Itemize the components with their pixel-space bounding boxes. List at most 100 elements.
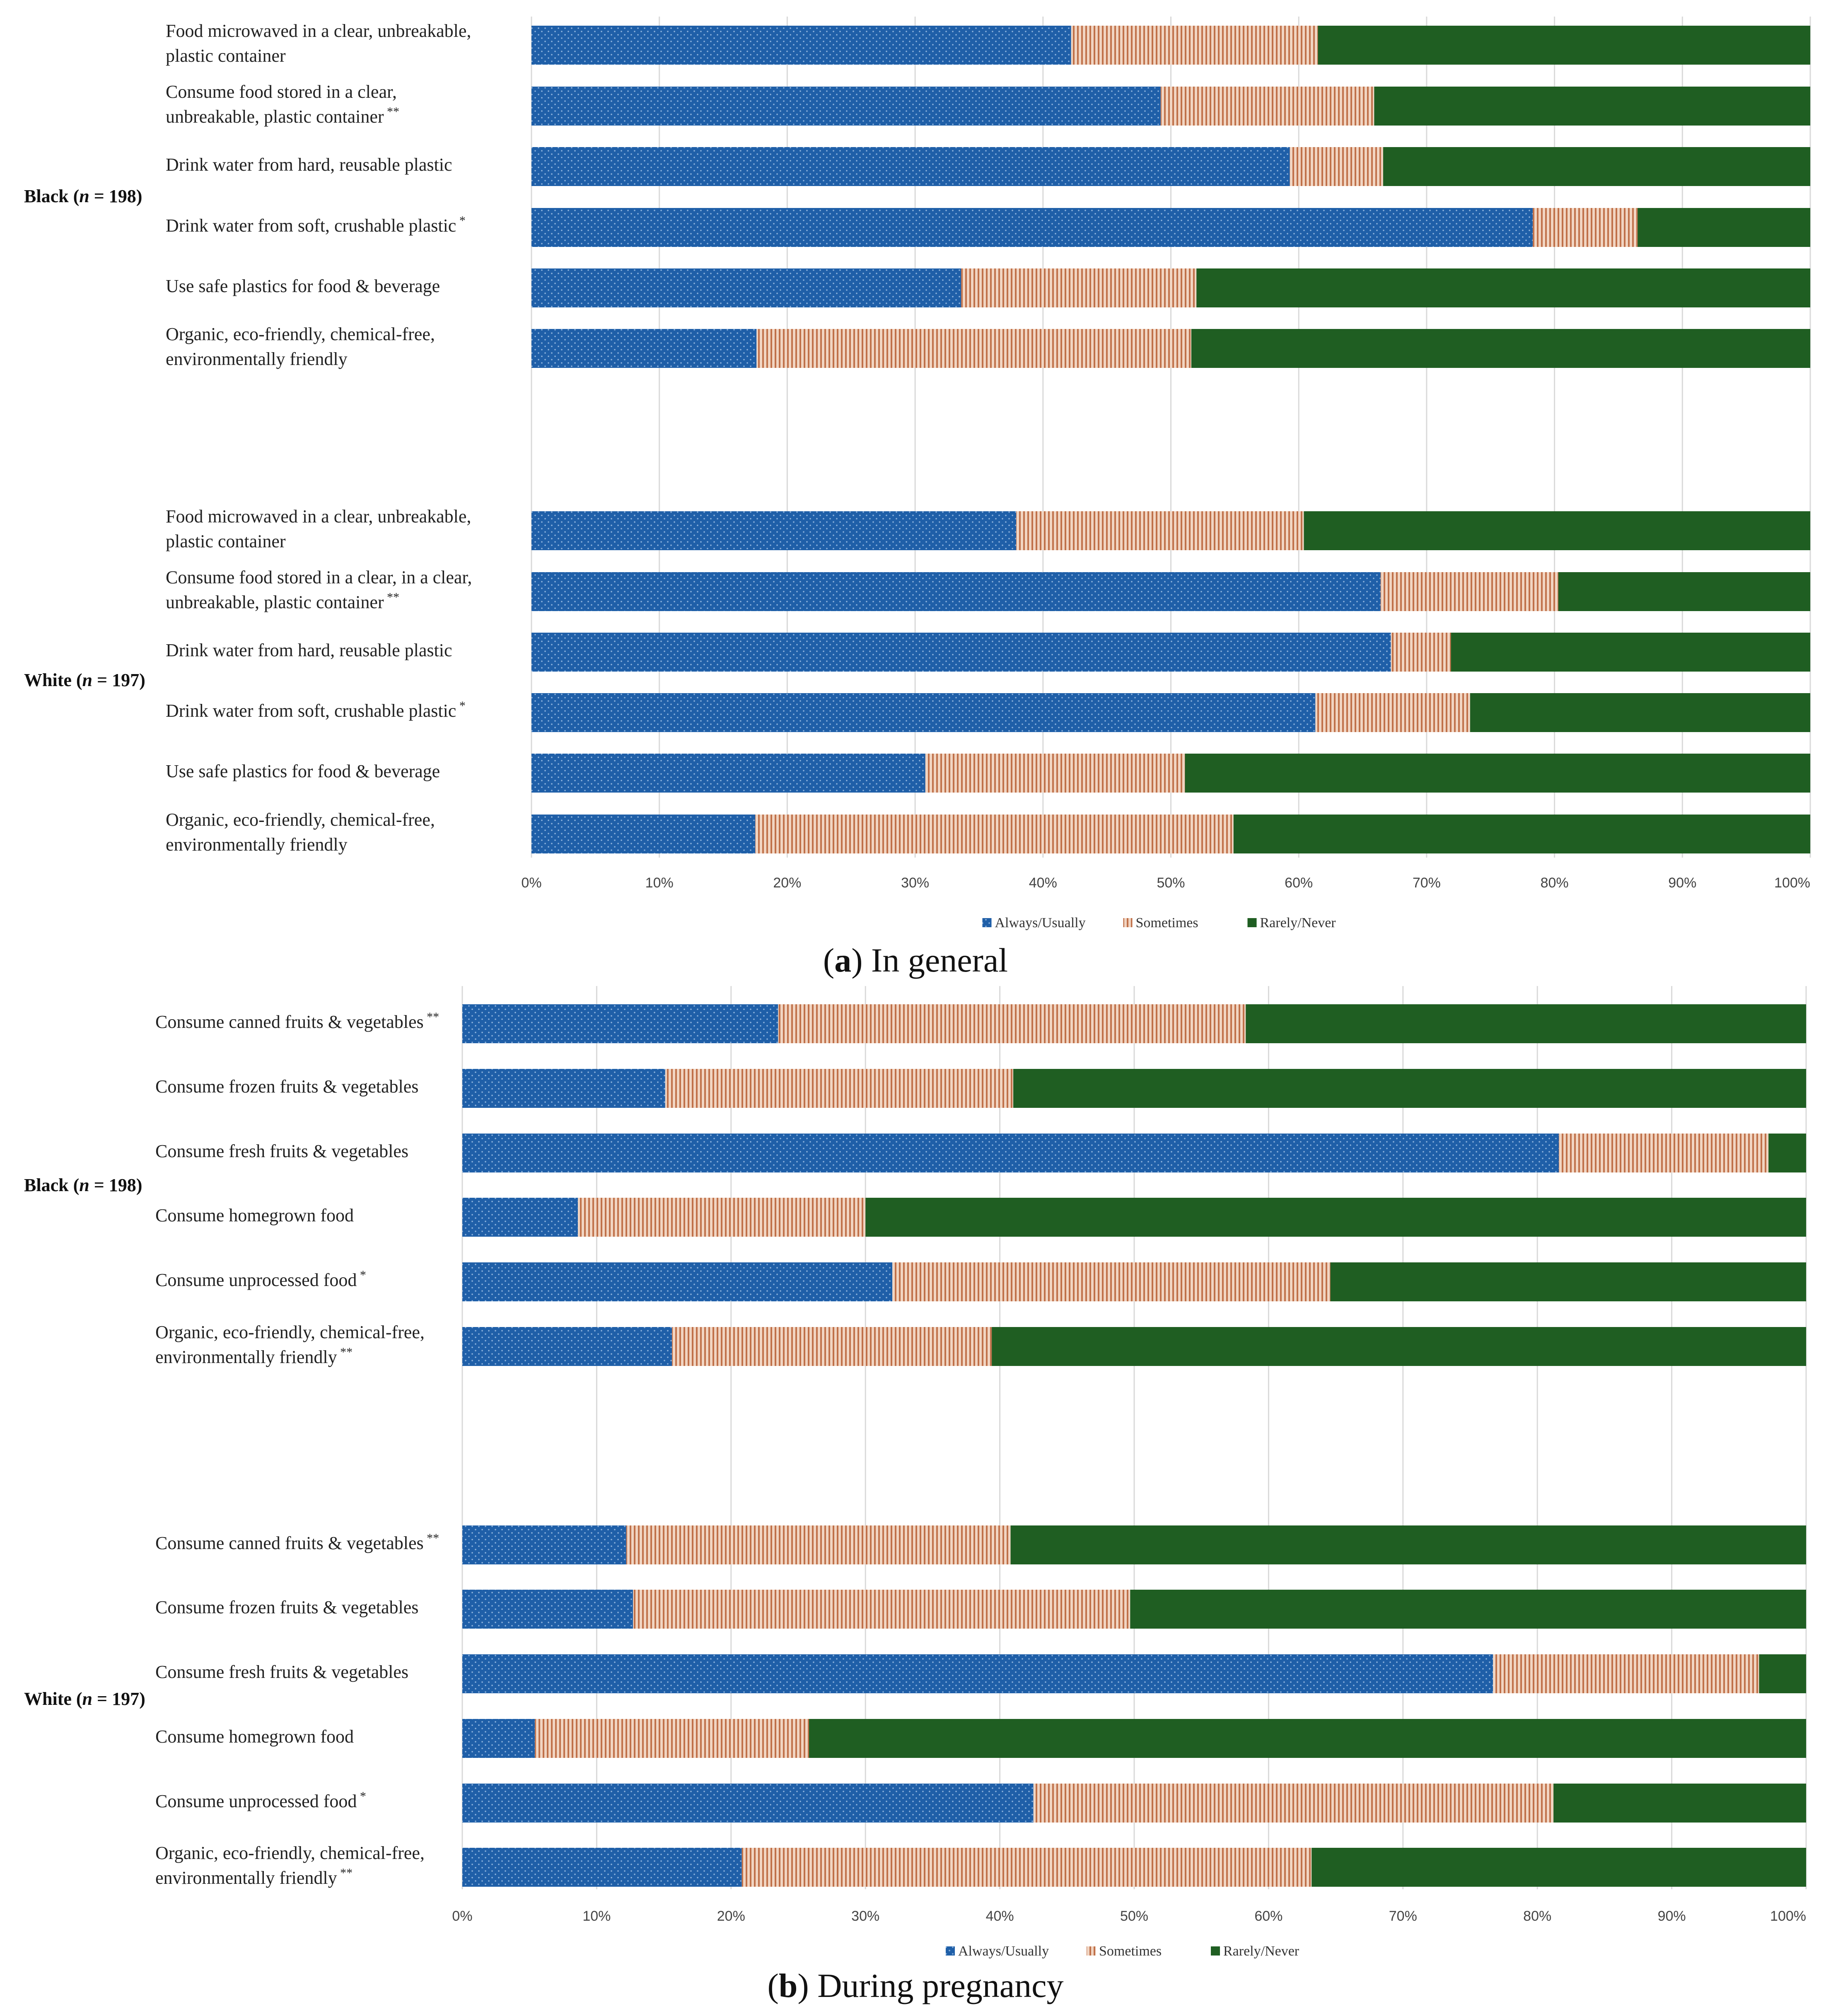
- bar-segment-rarely-never: [1312, 1848, 1806, 1887]
- bar-segment-rarely-never: [1233, 815, 1810, 853]
- category-label-text: Drink water from hard, reusable plastic: [166, 155, 452, 175]
- group-0: Black (n = 198) Consume canned fruits & v…: [24, 1004, 1806, 1367]
- bar-segment-rarely-never: [1013, 1069, 1806, 1108]
- bar-segment-sometimes: [1533, 208, 1638, 247]
- category-label-text: Organic, eco-friendly, chemical-free,: [166, 324, 435, 344]
- bar-segment-always-usually: [531, 572, 1381, 611]
- group-label-count: = 198): [89, 1175, 143, 1195]
- category-label: Food microwaved in a clear, unbreakable,: [166, 21, 471, 41]
- x-axis-ticks: 0% 10% 20% 30% 40% 50% 60% 70% 80% 90% 100%: [452, 1908, 1806, 1924]
- group-label-prefix: Black (: [24, 186, 79, 206]
- category-label: Consume fresh fruits & vegetables: [155, 1141, 408, 1161]
- legend: Always/Usually Sometimes Rarely/Never: [946, 1943, 1299, 1959]
- bar-segment-always-usually: [531, 147, 1290, 186]
- legend-label-always-usually: Always/Usually: [958, 1943, 1049, 1959]
- x-tick-label: 80%: [1541, 875, 1569, 891]
- legend-swatch-sometimes: [1087, 1946, 1096, 1956]
- category-label-text: environmentally friendly: [166, 834, 348, 855]
- x-tick-label: 10%: [645, 875, 674, 891]
- bar-segment-always-usually: [462, 1069, 665, 1108]
- significance-marker: *: [456, 214, 466, 227]
- bar-segment-sometimes: [1391, 633, 1451, 672]
- category-label: Food microwaved in a clear, unbreakable,: [166, 506, 471, 527]
- x-tick-label: 70%: [1413, 875, 1441, 891]
- group-label: White (n = 197): [24, 1689, 145, 1709]
- bar-segment-rarely-never: [1768, 1134, 1806, 1172]
- category-label: environmentally friendly: [166, 834, 348, 855]
- group-label-prefix: Black (: [24, 1175, 79, 1195]
- bar-segment-rarely-never: [1318, 26, 1810, 65]
- significance-marker: **: [424, 1531, 440, 1545]
- group-label-n: n: [82, 670, 92, 690]
- bar-segment-always-usually: [531, 268, 961, 307]
- category-label-text: Consume canned fruits & vegetables: [155, 1012, 424, 1032]
- category-label-text: Consume frozen fruits & vegetables: [155, 1597, 418, 1617]
- category-label: Consume frozen fruits & vegetables: [155, 1597, 418, 1617]
- bar-segment-sometimes: [633, 1590, 1130, 1629]
- x-tick-label: 80%: [1523, 1908, 1551, 1924]
- category-label-text: Use safe plastics for food & beverage: [166, 276, 440, 296]
- bar-segment-sometimes: [1033, 1784, 1554, 1823]
- bar-segment-sometimes: [1160, 87, 1374, 126]
- bar-segment-always-usually: [462, 1004, 778, 1043]
- bar-segment-sometimes: [755, 815, 1234, 853]
- category-label: Consume unprocessed food *: [155, 1268, 366, 1290]
- bar-segment-always-usually: [531, 329, 757, 368]
- category-label-text: Use safe plastics for food & beverage: [166, 761, 440, 781]
- caption-text: ) In general: [851, 941, 1008, 979]
- x-tick-label: 100%: [1770, 1908, 1806, 1924]
- group-1: White (n = 197) Consume canned fruits & v…: [24, 1525, 1806, 1888]
- x-tick-label: 90%: [1658, 1908, 1686, 1924]
- group-label-count: = 197): [92, 670, 145, 690]
- bar-segment-always-usually: [462, 1848, 742, 1887]
- group-label-prefix: White (: [24, 670, 82, 690]
- category-label: Consume fresh fruits & vegetables: [155, 1662, 408, 1682]
- bar-segment-always-usually: [462, 1654, 1493, 1693]
- bar-segment-sometimes: [961, 268, 1197, 307]
- legend-label-always-usually: Always/Usually: [995, 915, 1086, 931]
- category-label-text: Consume unprocessed food: [155, 1270, 357, 1290]
- bar-segment-rarely-never: [1196, 268, 1810, 307]
- category-label: Consume food stored in a clear,: [166, 82, 397, 102]
- bar-segment-rarely-never: [1558, 572, 1810, 611]
- category-label-text: Organic, eco-friendly, chemical-free,: [155, 1322, 425, 1342]
- legend-swatch-rarely-never: [1247, 918, 1257, 927]
- bar-segment-rarely-never: [1470, 693, 1810, 732]
- bar-segment-always-usually: [531, 815, 756, 853]
- bar-segment-sometimes: [1071, 26, 1318, 65]
- category-label-text: Consume frozen fruits & vegetables: [155, 1076, 418, 1097]
- category-label-text: environmentally friendly: [155, 1347, 337, 1367]
- category-label: environmentally friendly **: [155, 1866, 353, 1888]
- category-label: Consume homegrown food: [155, 1205, 354, 1226]
- bar-segment-sometimes: [577, 1198, 866, 1237]
- x-tick-label: 40%: [986, 1908, 1014, 1924]
- legend-label-sometimes: Sometimes: [1136, 915, 1198, 931]
- x-axis-ticks: 0% 10% 20% 30% 40% 50% 60% 70% 80% 90% 100%: [521, 875, 1810, 891]
- significance-marker: **: [337, 1866, 353, 1880]
- category-label-text: Organic, eco-friendly, chemical-free,: [155, 1843, 425, 1863]
- x-tick-label: 50%: [1157, 875, 1185, 891]
- bar-segment-always-usually: [462, 1590, 633, 1629]
- category-label: Consume canned fruits & vegetables **: [155, 1010, 439, 1032]
- category-label: Consume homegrown food: [155, 1726, 354, 1747]
- x-tick-label: 50%: [1120, 1908, 1148, 1924]
- significance-marker: *: [357, 1789, 366, 1803]
- bar-segment-always-usually: [531, 754, 925, 793]
- bar-segment-rarely-never: [1759, 1654, 1806, 1693]
- bar-segment-always-usually: [462, 1134, 1559, 1172]
- bar-segment-rarely-never: [1191, 329, 1810, 368]
- x-tick-label: 30%: [851, 1908, 879, 1924]
- bar-segment-rarely-never: [992, 1327, 1806, 1366]
- category-label: Organic, eco-friendly, chemical-free,: [166, 324, 435, 344]
- bar-segment-always-usually: [531, 511, 1016, 550]
- category-label-text: Food microwaved in a clear, unbreakable,: [166, 21, 471, 41]
- category-label: environmentally friendly **: [155, 1345, 353, 1367]
- x-tick-label: 90%: [1668, 875, 1696, 891]
- category-label-text: Drink water from hard, reusable plastic: [166, 640, 452, 660]
- category-label: Consume frozen fruits & vegetables: [155, 1076, 418, 1097]
- bar-segment-rarely-never: [1010, 1525, 1806, 1564]
- group-1: White (n = 197) Food microwaved in a clea…: [24, 506, 1810, 855]
- x-tick-label: 10%: [582, 1908, 611, 1924]
- bar-segment-sometimes: [778, 1004, 1246, 1043]
- bar-segment-rarely-never: [1130, 1590, 1806, 1629]
